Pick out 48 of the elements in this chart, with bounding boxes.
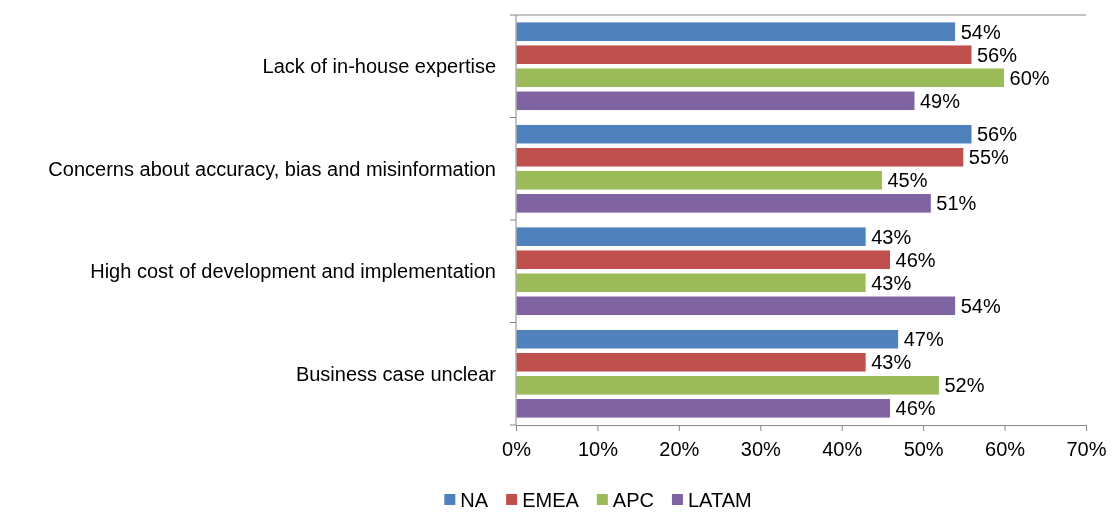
bar	[515, 146, 965, 168]
x-tick-label: 0%	[502, 438, 532, 460]
data-label: 49%	[920, 89, 961, 112]
data-label: 60%	[1009, 66, 1050, 89]
bar	[515, 193, 932, 214]
x-tick-label: 60%	[985, 438, 1026, 460]
y-tick-label: High cost of development and implementation	[90, 260, 496, 283]
data-label: 46%	[895, 397, 936, 420]
y-tick-label: Concerns about accuracy, bias and misinformation	[48, 157, 496, 180]
data-label: 46%	[895, 248, 936, 271]
legend-label: LATAM	[687, 489, 752, 511]
bar	[515, 226, 867, 247]
bar	[515, 123, 973, 145]
x-tick-label: 70%	[1066, 438, 1107, 460]
legend-label: EMEA	[522, 489, 580, 511]
data-label: 43%	[871, 351, 912, 374]
x-tick-label: 10%	[577, 438, 619, 460]
data-label: 52%	[944, 374, 985, 397]
legend-label: APC	[612, 489, 654, 511]
x-tick-label: 30%	[740, 438, 782, 460]
bar	[515, 67, 1006, 89]
data-label: 56%	[977, 123, 1018, 146]
data-label: 54%	[960, 294, 1001, 317]
data-label: 47%	[903, 328, 944, 351]
bar	[515, 21, 957, 42]
data-label: 43%	[871, 271, 912, 294]
bar	[515, 249, 892, 271]
bar	[515, 374, 940, 396]
data-label: 54%	[960, 20, 1001, 43]
bar	[515, 44, 973, 66]
data-label: 45%	[887, 169, 928, 192]
data-label: 55%	[968, 146, 1010, 169]
x-tick-label: 50%	[903, 438, 944, 460]
bar	[515, 398, 892, 419]
x-tick-label: 40%	[822, 438, 863, 460]
data-label: 43%	[871, 225, 912, 248]
legend-label: NA	[460, 489, 489, 511]
data-label: 56%	[977, 43, 1018, 66]
bar	[515, 351, 867, 373]
y-tick-label: Lack of in-house expertise	[262, 55, 496, 78]
data-label: 51%	[936, 192, 977, 215]
y-tick-label: Business case unclear	[295, 362, 497, 385]
bar	[515, 328, 900, 350]
bar	[515, 295, 957, 317]
bar	[515, 272, 867, 294]
bar	[515, 90, 916, 112]
bar	[515, 169, 883, 191]
x-tick-label: 20%	[659, 438, 700, 460]
